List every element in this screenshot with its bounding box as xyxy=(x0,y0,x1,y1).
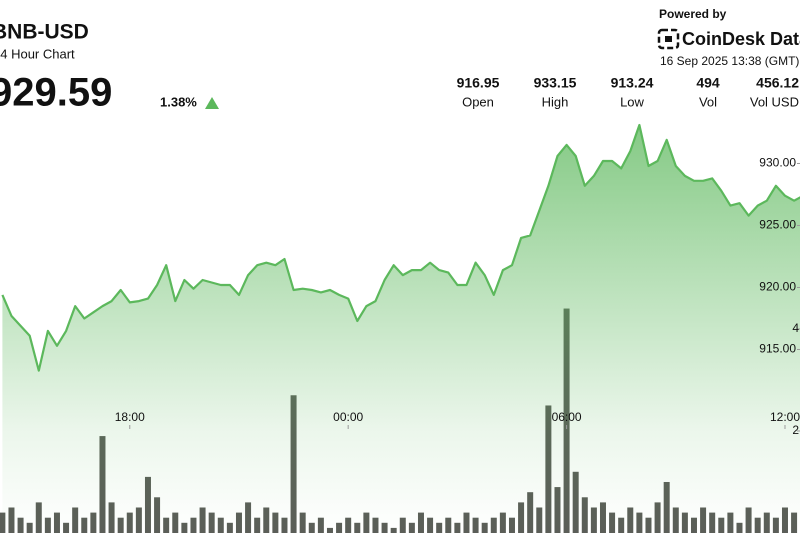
timestamp: 16 Sep 2025 13:38 (GMT) xyxy=(660,54,799,68)
x-tick-label: 00:00 xyxy=(333,410,363,424)
stat-label: Vol xyxy=(699,94,717,109)
y2-tick-label: 4 xyxy=(792,321,799,335)
y-tick-label: 930.00 xyxy=(759,156,796,170)
powered-by: Powered by xyxy=(659,7,727,21)
chart-subtitle: 24 Hour Chart xyxy=(0,46,75,61)
y-tick-label: 920.00 xyxy=(759,280,796,294)
brand-name: CoinDesk Data xyxy=(682,29,800,49)
y2-tick-label: 2 xyxy=(792,423,799,437)
stat-value: 456.12 xyxy=(756,75,799,91)
x-tick-label: 12:00 xyxy=(770,410,800,424)
stat-value: 913.24 xyxy=(611,75,654,91)
change-percent: 1.38% xyxy=(160,94,197,109)
current-price: 929.59 xyxy=(0,71,112,115)
stat-value: 916.95 xyxy=(457,75,500,91)
brand-logo xyxy=(657,28,680,50)
stat-label: High xyxy=(542,94,569,109)
stat-label: Vol USD xyxy=(750,94,799,109)
plot-area xyxy=(0,123,800,533)
y-tick-label: 915.00 xyxy=(759,342,796,356)
y-tick-label: 925.00 xyxy=(759,218,796,232)
price-line xyxy=(1,123,800,372)
chart-title: BNB-USD xyxy=(0,21,89,44)
stats: 916.95 Open 933.15 High 913.24 Low 494 Vol 456.1… xyxy=(457,75,800,110)
stat-value: 933.15 xyxy=(534,75,577,91)
x-tick-label: 06:00 xyxy=(552,410,582,424)
stat-label: Open xyxy=(462,94,494,109)
stat-value: 494 xyxy=(696,75,720,91)
x-tick-label: 18:00 xyxy=(115,410,145,424)
stat-label: Low xyxy=(620,94,644,109)
price-area xyxy=(2,125,800,533)
up-arrow xyxy=(205,97,219,109)
